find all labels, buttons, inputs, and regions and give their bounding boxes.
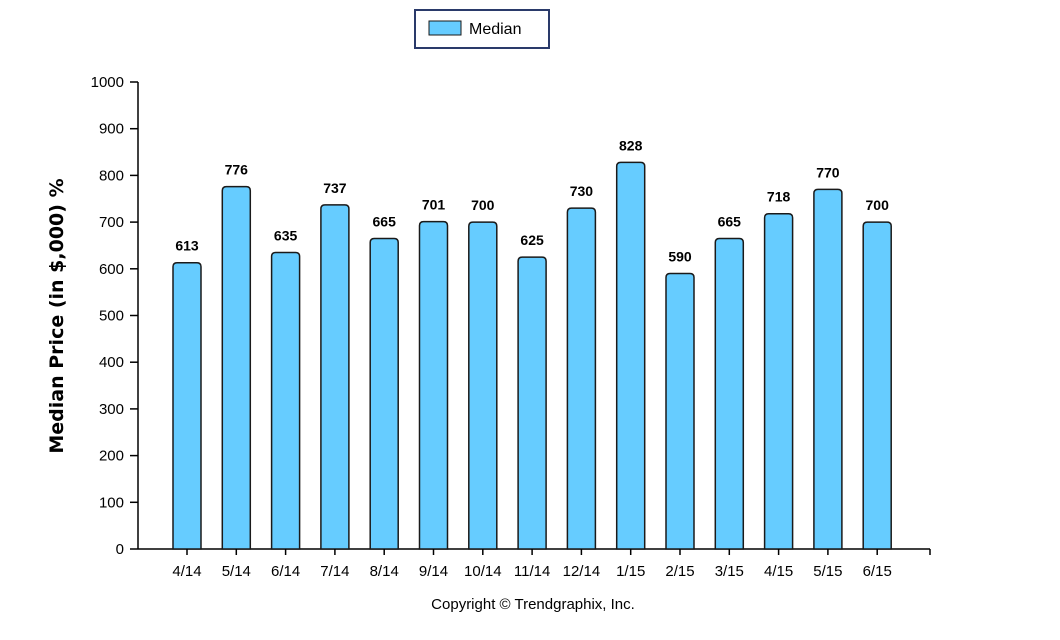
bar — [418, 220, 449, 550]
x-ticks: 4/14 5/14 6/14 7/14 8/14 9/14 10/14 11/14 12/14 1… — [172, 549, 892, 580]
legend-swatch — [428, 20, 462, 36]
bar — [763, 212, 794, 550]
x-tick-label: 6/14 — [271, 563, 300, 580]
y-tick-label: 600 — [99, 261, 124, 278]
bar — [862, 221, 892, 550]
data-label: 776 — [225, 162, 249, 178]
y-tick-label: 400 — [99, 354, 124, 371]
bar — [221, 185, 252, 550]
x-tick-label: 1/15 — [616, 563, 645, 580]
x-tick-label: 5/15 — [813, 563, 842, 580]
data-label: 613 — [175, 238, 199, 254]
data-label: 730 — [570, 183, 594, 199]
x-tick-label: 4/15 — [764, 563, 793, 580]
bar — [468, 221, 498, 550]
y-ticks: 0 100 200 300 400 500 600 700 800 900 1000 — [91, 74, 138, 558]
y-tick-label: 800 — [99, 167, 124, 184]
x-tick-label: 9/14 — [419, 563, 448, 580]
bar — [714, 237, 745, 550]
bar — [320, 204, 350, 550]
y-tick-label: 500 — [99, 308, 124, 325]
bar — [813, 188, 843, 550]
x-tick-label: 7/14 — [320, 563, 349, 580]
x-tick-label: 8/14 — [370, 563, 399, 580]
bar — [172, 261, 202, 550]
y-axis-title: Median Price (in $,000) % — [46, 178, 68, 453]
y-tick-label: 0 — [116, 541, 124, 558]
data-label: 737 — [323, 180, 347, 196]
data-label: 701 — [422, 197, 446, 213]
x-tick-label: 4/14 — [172, 563, 201, 580]
y-tick-label: 100 — [99, 494, 124, 511]
bar — [566, 207, 597, 550]
y-tick-label: 900 — [99, 121, 124, 138]
data-label: 590 — [668, 248, 692, 264]
x-tick-label: 3/15 — [715, 563, 744, 580]
x-tick-label: 11/14 — [514, 563, 550, 580]
bar — [665, 272, 695, 550]
data-label: 828 — [619, 137, 643, 153]
data-label: 700 — [471, 197, 495, 213]
x-tick-label: 12/14 — [563, 563, 601, 580]
bar — [517, 256, 547, 550]
bar — [615, 161, 646, 550]
data-label: 665 — [718, 213, 742, 229]
bars — [172, 161, 892, 550]
y-tick-label: 1000 — [91, 74, 124, 91]
x-tick-label: 5/14 — [222, 563, 251, 580]
copyright-text: Copyright © Trendgraphix, Inc. — [431, 596, 635, 613]
data-label: 665 — [373, 213, 397, 229]
data-labels: 613 776 635 737 665 701 700 625 730 828 590 665 718 7… — [175, 137, 889, 264]
legend: Median — [414, 9, 550, 49]
data-label: 635 — [274, 227, 298, 243]
bar — [270, 251, 301, 550]
y-tick-label: 700 — [99, 214, 124, 231]
data-label: 718 — [767, 189, 791, 205]
bar — [369, 237, 399, 550]
data-label: 700 — [866, 197, 890, 213]
data-label: 625 — [520, 232, 544, 248]
x-tick-label: 10/14 — [464, 563, 502, 580]
x-tick-label: 2/15 — [665, 563, 694, 580]
x-tick-label: 6/15 — [863, 563, 892, 580]
y-tick-label: 200 — [99, 448, 124, 465]
data-label: 770 — [816, 164, 840, 180]
legend-label: Median — [469, 21, 521, 38]
y-tick-label: 300 — [99, 401, 124, 418]
